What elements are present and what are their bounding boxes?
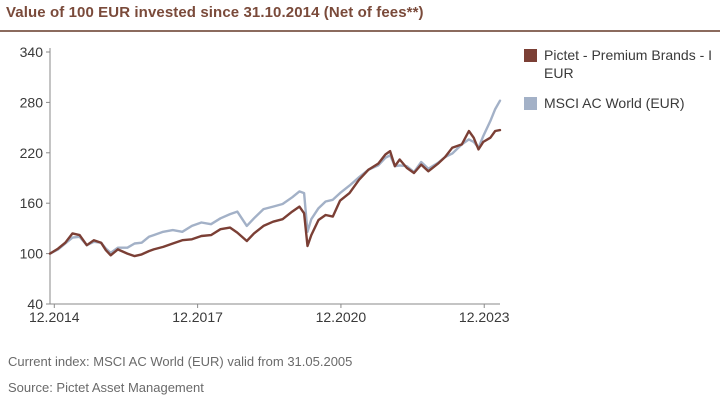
legend-swatch-index bbox=[524, 97, 537, 110]
y-tick-label: 100 bbox=[20, 246, 44, 262]
legend-label-index: MSCI AC World (EUR) bbox=[544, 95, 685, 111]
y-tick-label: 280 bbox=[20, 94, 44, 110]
y-tick-label: 340 bbox=[20, 44, 44, 60]
legend-label-fund: Pictet - Premium Brands - I EUR bbox=[544, 47, 713, 81]
series-line-index bbox=[48, 99, 502, 255]
x-tick-label: 12.2017 bbox=[172, 309, 223, 325]
title-divider bbox=[0, 30, 720, 32]
source-footnote: Source: Pictet Asset Management bbox=[8, 380, 204, 395]
chart-legend: Pictet - Premium Brands - I EUR MSCI AC … bbox=[524, 46, 720, 124]
y-tick-label: 40 bbox=[27, 296, 43, 312]
legend-swatch-fund bbox=[524, 49, 537, 62]
chart-axes: 40 100 160 220 280 340 12.2014 12.2017 12.2020 12… bbox=[20, 44, 510, 325]
index-footnote: Current index: MSCI AC World (EUR) valid… bbox=[8, 354, 353, 369]
legend-item-index: MSCI AC World (EUR) bbox=[524, 94, 720, 112]
series-line-fund bbox=[48, 128, 502, 258]
x-tick-label: 12.2020 bbox=[316, 309, 367, 325]
y-tick-label: 220 bbox=[20, 145, 44, 161]
legend-item-fund: Pictet - Premium Brands - I EUR bbox=[524, 46, 720, 82]
chart-series bbox=[48, 99, 502, 258]
x-tick-label: 12.2014 bbox=[29, 309, 80, 325]
x-tick-label: 12.2023 bbox=[459, 309, 510, 325]
chart-title: Value of 100 EUR invested since 31.10.20… bbox=[6, 4, 424, 21]
y-tick-label: 160 bbox=[20, 195, 44, 211]
